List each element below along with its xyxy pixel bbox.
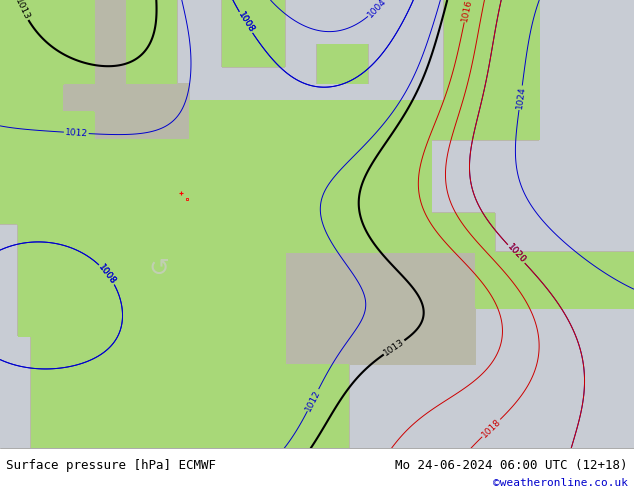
Text: 1020: 1020 (505, 243, 527, 266)
Text: 1024: 1024 (515, 86, 527, 110)
Text: ©weatheronline.co.uk: ©weatheronline.co.uk (493, 478, 628, 488)
Text: 1008: 1008 (97, 262, 118, 286)
Text: 1013: 1013 (13, 0, 32, 21)
Text: 1008: 1008 (236, 10, 256, 35)
Text: 1012: 1012 (304, 388, 322, 413)
Text: 1016: 1016 (460, 0, 474, 22)
Text: Surface pressure [hPa] ECMWF: Surface pressure [hPa] ECMWF (6, 459, 216, 472)
Text: 1008: 1008 (236, 10, 256, 35)
Text: 1013: 1013 (382, 337, 406, 358)
Text: 1012: 1012 (65, 128, 88, 138)
Text: 1008: 1008 (97, 262, 118, 286)
Text: 1018: 1018 (480, 417, 503, 440)
Text: 1004: 1004 (366, 0, 388, 19)
Text: 1020: 1020 (505, 243, 527, 266)
Text: ↺: ↺ (148, 257, 169, 281)
Text: Mo 24-06-2024 06:00 UTC (12+18): Mo 24-06-2024 06:00 UTC (12+18) (395, 459, 628, 472)
